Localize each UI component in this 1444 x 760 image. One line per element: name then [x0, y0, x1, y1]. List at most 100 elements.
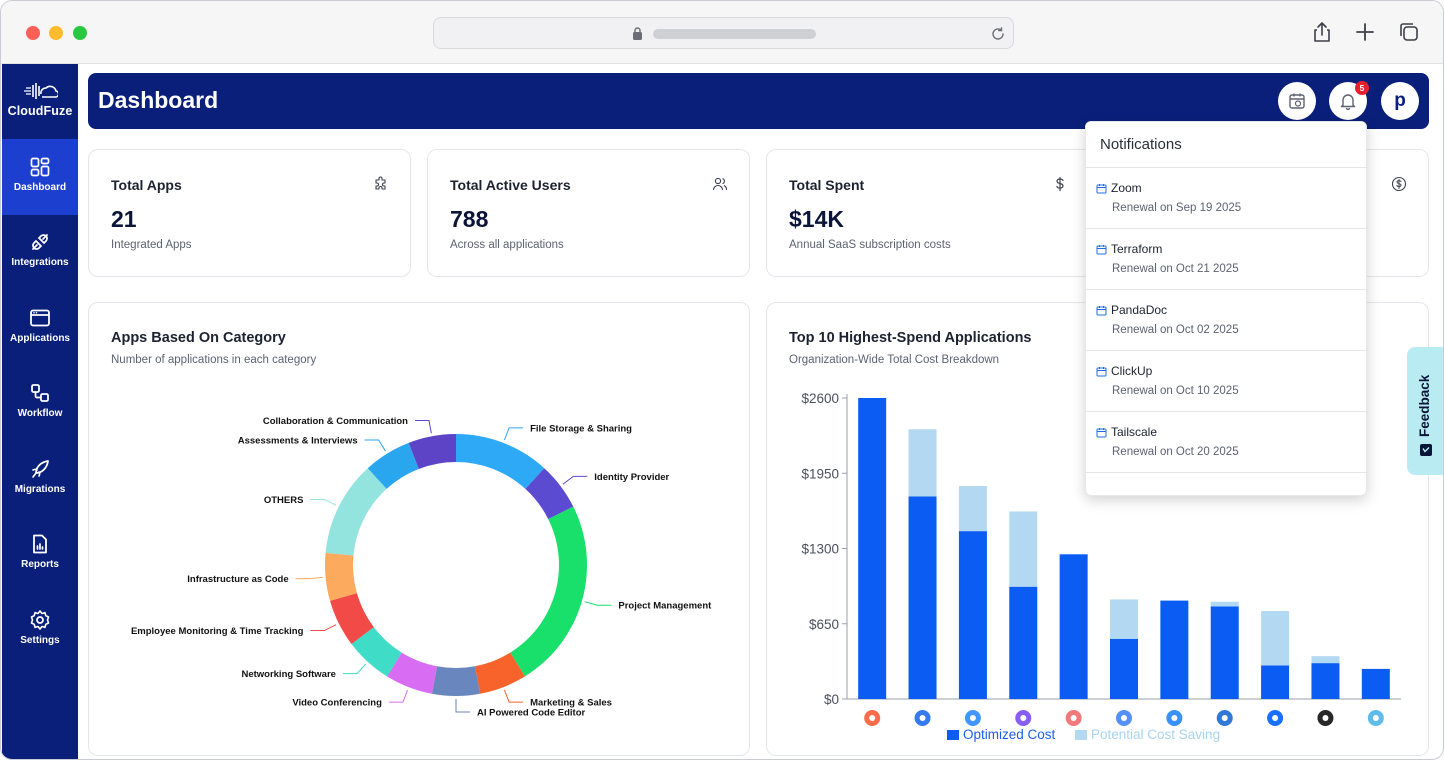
y-tick-label: $0 [824, 692, 839, 707]
notification-item[interactable]: PandaDoc Renewal on Oct 02 2025 [1086, 290, 1368, 351]
box-icon [1216, 710, 1233, 726]
bar-segment[interactable] [908, 496, 937, 699]
donut-slice[interactable] [474, 652, 525, 694]
zoom-icon [964, 710, 981, 726]
apps-by-category-panel: Apps Based On Category Number of applica… [88, 302, 750, 756]
notification-count-badge: 5 [1355, 81, 1369, 95]
maximize-window-button[interactable] [73, 26, 87, 40]
notification-item[interactable]: Terraform Renewal on Oct 21 2025 [1086, 229, 1368, 290]
donut-label: Employee Monitoring & Time Tracking [131, 626, 304, 637]
bar-segment[interactable] [1160, 600, 1189, 699]
feedback-tab[interactable]: Feedback [1407, 347, 1443, 475]
users-icon [712, 177, 728, 191]
bar-segment[interactable] [1059, 554, 1088, 699]
bar-segment[interactable] [1311, 663, 1340, 699]
notification-app-name: PandaDoc [1111, 303, 1168, 317]
sidebar-label: Reports [21, 559, 59, 570]
donut-label: Video Conferencing [292, 698, 382, 709]
notification-item[interactable]: Zoom Renewal on Sep 19 2025 [1086, 168, 1368, 229]
donut-slice[interactable] [325, 468, 387, 556]
donut-leader-line [503, 427, 524, 441]
bar-segment[interactable] [1261, 665, 1290, 699]
bar-segment[interactable] [1009, 586, 1038, 699]
donut-slice[interactable] [431, 666, 481, 696]
bar-segment[interactable] [858, 398, 887, 699]
tab-overview-icon[interactable] [1398, 21, 1420, 43]
notification-item[interactable]: Tailscale Renewal on Oct 20 2025 [1086, 412, 1368, 473]
donut-label: AI Powered Code Editor [477, 708, 586, 719]
donut-label: Infrastructure as Code [187, 574, 288, 585]
stat-subtitle: Integrated Apps [111, 239, 192, 251]
bar-segment[interactable] [908, 429, 937, 497]
notification-renewal-date: Renewal on Oct 02 2025 [1112, 324, 1239, 336]
bar-segment[interactable] [1261, 611, 1290, 666]
donut-label: Project Management [618, 601, 712, 612]
lock-icon [633, 27, 642, 40]
donut-slice[interactable] [510, 506, 587, 677]
sidebar-label: Migrations [14, 484, 66, 495]
bar-segment[interactable] [1009, 511, 1038, 587]
share-icon[interactable] [1311, 21, 1333, 43]
donut-slice[interactable] [525, 468, 574, 520]
notifications-title: Notifications [1100, 136, 1182, 153]
stat-subtitle: Annual SaaS subscription costs [789, 239, 951, 251]
calendar-icon [1096, 428, 1107, 438]
sidebar-item-workflow[interactable]: Workflow [2, 365, 78, 441]
cloudfuze-logo[interactable]: CloudFuze [2, 78, 78, 126]
browser-toolbar [1, 1, 1443, 64]
notification-app-name: Terraform [1111, 242, 1163, 256]
stat-value: 21 [111, 206, 137, 232]
notifications-dropdown: Notifications Zoom Renewal on Sep 19 202… [1085, 121, 1368, 496]
feedback-label: Feedback [1417, 374, 1432, 437]
donut-leader-line [310, 498, 337, 506]
reload-icon[interactable] [990, 26, 1006, 42]
donut-slice[interactable] [367, 442, 419, 489]
renewal-calendar-button[interactable] [1278, 82, 1316, 120]
close-window-button[interactable] [26, 26, 40, 40]
address-bar[interactable] [433, 17, 1014, 49]
bar-segment[interactable] [958, 531, 987, 699]
bell-icon [1340, 94, 1356, 110]
sidebar-item-integrations[interactable]: Integrations [2, 214, 78, 290]
donut-label: Identity Provider [594, 472, 669, 483]
donut-slice[interactable] [325, 552, 357, 601]
calendar-clock-icon [1289, 93, 1305, 109]
bar-segment[interactable] [1311, 656, 1340, 664]
donut-label: Networking Software [241, 669, 336, 680]
notifications-button[interactable]: 5 [1329, 81, 1369, 120]
bar-segment[interactable] [1361, 668, 1390, 699]
sidebar-item-reports[interactable]: Reports [2, 516, 78, 592]
donut-slice[interactable] [408, 434, 456, 469]
donut-label: Assessments & Interviews [238, 436, 358, 447]
sidebar-item-applications[interactable]: Applications [2, 290, 78, 366]
donut-slice[interactable] [387, 652, 438, 694]
page-header: Dashboard 5 p [88, 73, 1429, 129]
donut-slice[interactable] [330, 593, 374, 644]
minimize-window-button[interactable] [49, 26, 63, 40]
bar-segment[interactable] [958, 485, 987, 532]
bar-segment[interactable] [1110, 638, 1138, 699]
sidebar-item-dashboard[interactable]: Dashboard [2, 139, 78, 215]
browser-window-icon [30, 309, 50, 327]
total-active-users-card: Total Active Users 788 Across all applic… [427, 149, 750, 277]
atlassian-icon [914, 710, 931, 726]
gear-icon [30, 610, 50, 630]
donut-slice[interactable] [456, 434, 545, 489]
url-placeholder [653, 29, 816, 39]
donut-slice[interactable] [351, 627, 402, 677]
user-avatar-button[interactable]: p [1381, 82, 1419, 120]
new-tab-icon[interactable] [1354, 21, 1376, 43]
bar-segment[interactable] [1110, 599, 1138, 639]
donut-leader-line [342, 663, 367, 675]
sidebar-item-settings[interactable]: Settings [2, 592, 78, 668]
bar-segment[interactable] [1210, 606, 1239, 699]
panel-subtitle: Organization-Wide Total Cost Breakdown [789, 354, 1000, 366]
bar-segment[interactable] [1210, 601, 1239, 607]
notification-renewal-date: Renewal on Oct 10 2025 [1112, 385, 1239, 397]
sidebar-item-migrations[interactable]: Migrations [2, 441, 78, 517]
legend-swatch [1075, 730, 1087, 740]
stat-value: 788 [450, 206, 489, 232]
calendar-icon [1096, 306, 1107, 316]
notification-item[interactable]: ClickUp Renewal on Oct 10 2025 [1086, 351, 1368, 412]
